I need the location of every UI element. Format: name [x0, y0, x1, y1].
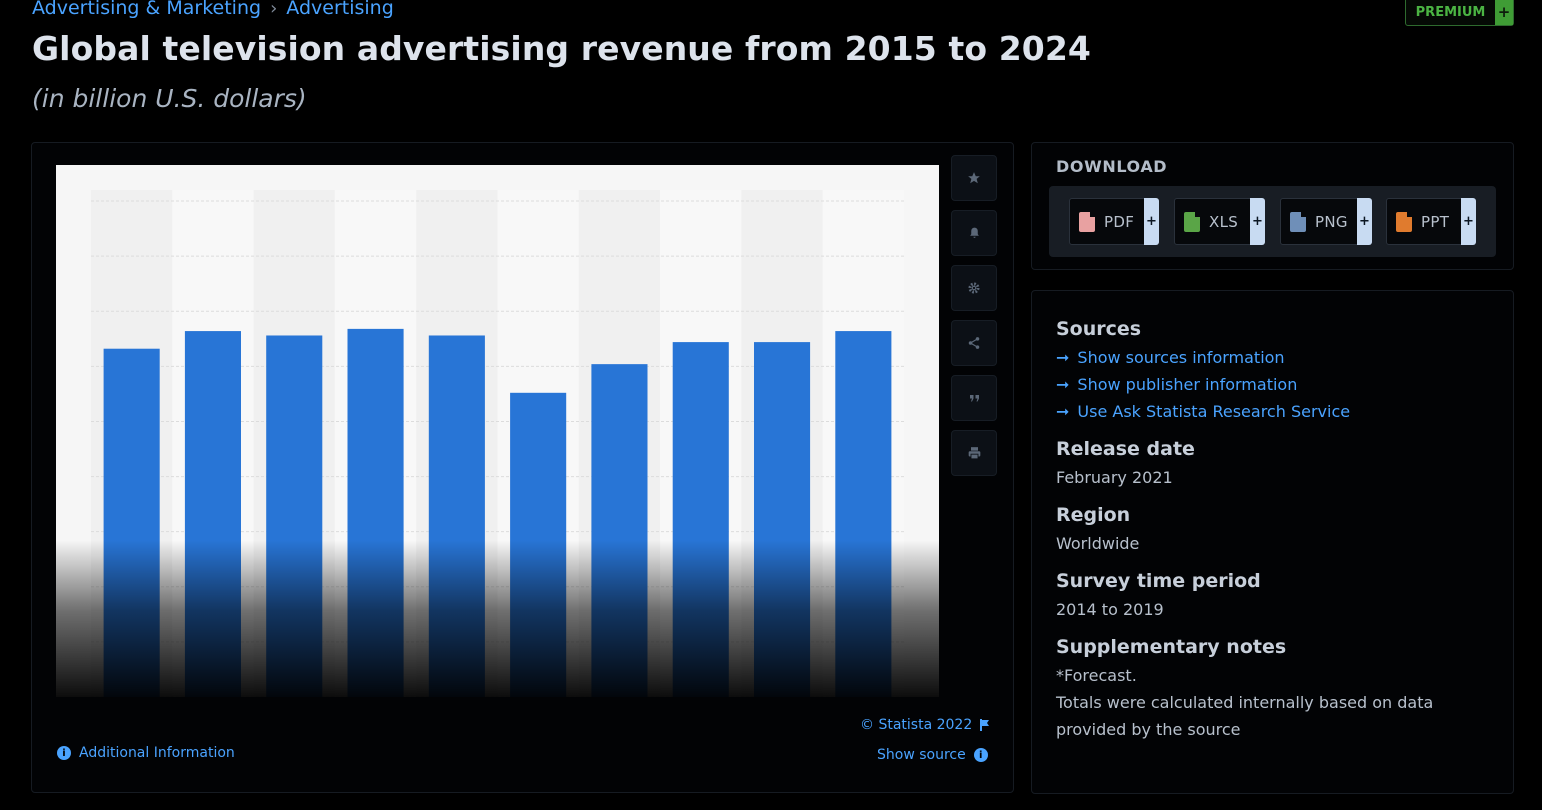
share-icon	[968, 337, 980, 349]
copyright-line[interactable]: © Statista 2022	[860, 717, 990, 733]
gear-icon	[968, 282, 980, 294]
download-ppt-plus: +	[1461, 198, 1476, 245]
chart-bar[interactable]	[754, 342, 811, 697]
survey-period-heading: Survey time period	[1056, 570, 1261, 592]
meta-info: Sources ➞ Show sources information ➞ Show …	[1056, 318, 1486, 743]
ask-statista-link[interactable]: ➞ Use Ask Statista Research Service	[1056, 398, 1486, 425]
breadcrumb-separator: ›	[270, 0, 278, 19]
download-xls-button[interactable]: XLS +	[1174, 198, 1265, 245]
download-xls-plus: +	[1250, 198, 1265, 245]
notification-button[interactable]	[951, 210, 997, 256]
additional-information-text: Additional Information	[79, 745, 235, 761]
settings-button[interactable]	[951, 265, 997, 311]
show-sources-link[interactable]: ➞ Show sources information	[1056, 344, 1486, 371]
arrow-right-icon: ➞	[1056, 375, 1070, 394]
page-title: Global television advertising revenue fr…	[32, 29, 1091, 68]
download-title: DOWNLOAD	[1056, 157, 1168, 176]
cite-button[interactable]	[951, 375, 997, 421]
supplementary-notes-heading: Supplementary notes	[1056, 636, 1287, 658]
download-pdf-label: PDF	[1104, 212, 1135, 231]
chart-bar[interactable]	[510, 392, 567, 697]
note-line: Totals were calculated internally based …	[1056, 693, 1434, 712]
premium-badge[interactable]: PREMIUM +	[1405, 0, 1514, 26]
bar-chart	[91, 190, 904, 697]
download-pdf-plus: +	[1144, 198, 1159, 245]
chart-toolbar	[951, 155, 997, 485]
ask-statista-text: Use Ask Statista Research Service	[1077, 402, 1351, 421]
info-icon: i	[57, 746, 71, 760]
release-date-section: Release date February 2021	[1056, 438, 1486, 491]
chart-bar[interactable]	[672, 342, 729, 697]
sources-heading: Sources	[1056, 318, 1142, 340]
chart-bar[interactable]	[835, 331, 892, 697]
chart-bar[interactable]	[347, 328, 404, 697]
bell-icon	[969, 227, 979, 238]
meta-panel	[1031, 290, 1514, 794]
chart-bar[interactable]	[591, 364, 648, 697]
supplementary-notes-section: Supplementary notes *Forecast. Totals we…	[1056, 636, 1486, 743]
region-heading: Region	[1056, 504, 1131, 526]
print-icon	[968, 447, 980, 460]
breadcrumb: Advertising & Marketing › Advertising	[32, 0, 394, 19]
region-value: Worldwide	[1056, 534, 1140, 553]
survey-period-value: 2014 to 2019	[1056, 600, 1164, 619]
png-file-icon	[1290, 211, 1306, 232]
print-button[interactable]	[951, 430, 997, 476]
ppt-file-icon	[1396, 211, 1412, 232]
note-line: provided by the source	[1056, 720, 1241, 739]
star-icon	[968, 172, 980, 184]
chart-bar[interactable]	[103, 348, 160, 697]
chart-plot-area	[56, 165, 939, 697]
arrow-right-icon: ➞	[1056, 348, 1070, 367]
favorite-button[interactable]	[951, 155, 997, 201]
pdf-file-icon	[1079, 211, 1095, 232]
flag-icon	[980, 719, 990, 731]
download-button-row: PDF + XLS + PNG + PPT +	[1049, 186, 1496, 257]
quote-icon	[969, 395, 979, 402]
chart-bar[interactable]	[266, 335, 323, 697]
download-pdf-button[interactable]: PDF +	[1069, 198, 1159, 245]
release-date-heading: Release date	[1056, 438, 1195, 460]
show-publisher-link[interactable]: ➞ Show publisher information	[1056, 371, 1486, 398]
chart-bar[interactable]	[428, 335, 485, 697]
show-publisher-text: Show publisher information	[1077, 375, 1298, 394]
xls-file-icon	[1184, 211, 1200, 232]
arrow-right-icon: ➞	[1056, 402, 1070, 421]
download-png-button[interactable]: PNG +	[1280, 198, 1372, 245]
download-png-plus: +	[1357, 198, 1372, 245]
chart-bar[interactable]	[184, 331, 241, 697]
share-button[interactable]	[951, 320, 997, 366]
download-xls-label: XLS	[1209, 212, 1239, 231]
show-source-text: Show source	[877, 747, 966, 763]
download-png-label: PNG	[1315, 212, 1348, 231]
premium-plus: +	[1495, 0, 1513, 25]
premium-label: PREMIUM	[1415, 4, 1486, 20]
info-icon: i	[973, 748, 988, 762]
region-section: Region Worldwide	[1056, 504, 1486, 557]
breadcrumb-advertising-marketing[interactable]: Advertising & Marketing	[32, 0, 262, 19]
survey-period-section: Survey time period 2014 to 2019	[1056, 570, 1486, 623]
copyright-text: © Statista 2022	[860, 717, 973, 733]
download-ppt-button[interactable]: PPT +	[1386, 198, 1476, 245]
download-ppt-label: PPT	[1421, 212, 1450, 231]
show-sources-text: Show sources information	[1077, 348, 1285, 367]
breadcrumb-advertising[interactable]: Advertising	[286, 0, 394, 19]
additional-information-link[interactable]: i Additional Information	[57, 745, 235, 761]
note-line: *Forecast.	[1056, 666, 1137, 685]
release-date-value: February 2021	[1056, 468, 1173, 487]
show-source-link[interactable]: Show source i	[877, 747, 988, 763]
page-subtitle: (in billion U.S. dollars)	[32, 84, 307, 113]
